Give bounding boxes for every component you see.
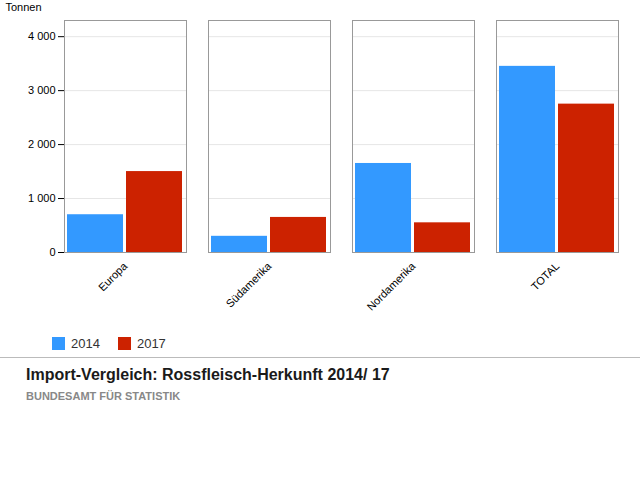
svg-text:Europa: Europa <box>96 259 130 293</box>
svg-text:Tonnen: Tonnen <box>6 1 42 13</box>
svg-text:Nordamerika: Nordamerika <box>364 259 418 313</box>
svg-text:2 000: 2 000 <box>28 138 56 150</box>
html-text:BUNDESAMT FÜR STATISTIK: BUNDESAMT FÜR STATISTIK <box>26 390 181 402</box>
html-text:2017: 2017 <box>136 336 166 351</box>
svg-text:0: 0 <box>49 246 55 258</box>
svg-text:4 000: 4 000 <box>28 30 56 42</box>
svg-text:Südamerika: Südamerika <box>223 259 274 310</box>
html-text:2014: 2014 <box>71 336 100 351</box>
svg-text:1 000: 1 000 <box>28 192 56 204</box>
html-text:Import-Vergleich: Rossfleisch-: Import-Vergleich: Rossfleisch-Herkunft 2… <box>26 366 390 383</box>
svg-text:3 000: 3 000 <box>28 84 56 96</box>
svg-text:TOTAL: TOTAL <box>529 260 562 293</box>
